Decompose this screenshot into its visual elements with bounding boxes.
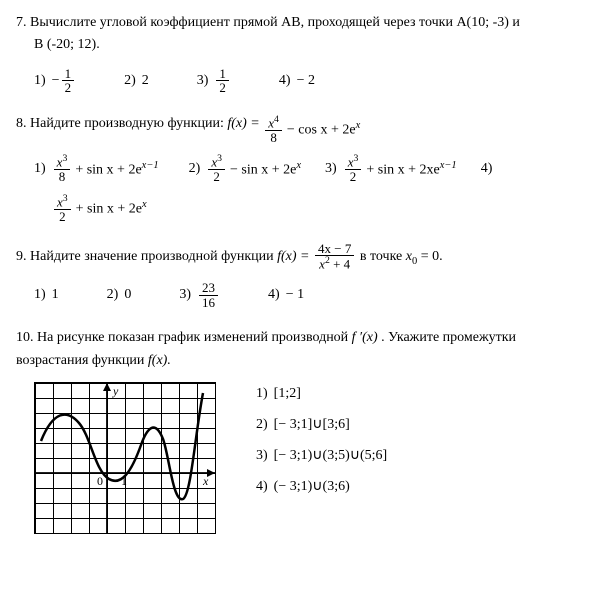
fraction: x3 2 — [345, 154, 362, 184]
q9-ans1: 1) 1 — [34, 287, 59, 303]
q8-stem: 8. Найдите производную функции: f(x) = x… — [16, 113, 575, 144]
fraction: 4x − 7 x2 + 4 — [315, 242, 354, 272]
q10-ans4: 4) (− 3;1)∪(3;6) — [256, 478, 387, 495]
q9-number: 9. — [16, 249, 27, 264]
fraction: x3 8 — [54, 154, 71, 184]
q10-ans1: 1) [1;2] — [256, 386, 387, 402]
q7-ans1: 1) − 1 2 — [34, 67, 76, 95]
problem-7: 7. Вычислите угловой коэффициент прямой … — [16, 12, 575, 95]
q7-text-b: В (-20; 12). — [34, 37, 100, 52]
q8-ans4-label: 4) — [481, 161, 499, 177]
q9-answers: 1) 1 2) 0 3) 23 16 4) − 1 — [34, 281, 575, 309]
q10-fx: f(x). — [148, 353, 171, 368]
q10-text-b: . Укажите промежутки — [381, 330, 516, 345]
q8-ans1: 1) x3 8 + sin x + 2ex−1 — [34, 154, 159, 184]
x-label: x — [202, 474, 209, 488]
fraction: x3 2 — [208, 154, 225, 184]
fraction: x3 2 — [54, 194, 71, 224]
q8-ans4-body: x3 2 + sin x + 2ex — [52, 194, 575, 224]
q9-fx: f(x) = — [277, 249, 309, 264]
q8-text: Найдите производную функции: — [30, 116, 227, 131]
q8-fx: f(x) = — [227, 116, 259, 131]
q10-text-a: На рисунке показан график изменений прои… — [37, 330, 352, 345]
q10-number: 10. — [16, 330, 34, 345]
y-arrow-icon — [103, 383, 111, 391]
q9-ans3: 3) 23 16 — [179, 281, 220, 309]
problem-10: 10. На рисунке показан график изменений … — [16, 327, 575, 534]
q10-answers: 1) [1;2] 2) [− 3;1]∪[3;6] 3) [− 3;1)∪(3;… — [256, 386, 387, 495]
q8-ans2: 2) x3 2 − sin x + 2ex — [189, 154, 301, 184]
q7-stem: 7. Вычислите угловой коэффициент прямой … — [16, 12, 575, 57]
fraction: 23 16 — [199, 281, 218, 309]
origin-label: 0 — [97, 474, 103, 488]
q10-row: y x 0 1 1) [1;2] 2) [− 3;1]∪[3;6] 3) [− … — [16, 382, 575, 534]
q7-text-a: Вычислите угловой коэффициент прямой АВ,… — [30, 15, 520, 30]
problem-9: 9. Найдите значение производной функции … — [16, 242, 575, 310]
fraction: 1 2 — [216, 67, 229, 95]
q10-graph: y x 0 1 — [34, 382, 216, 534]
q9-ans2: 2) 0 — [107, 287, 132, 303]
q7-ans4: 4) − 2 — [279, 73, 315, 89]
q10-fprime: f ′(x) — [352, 330, 378, 345]
one-label: 1 — [121, 474, 127, 488]
q7-answers: 1) − 1 2 2) 2 3) 1 2 4) − 2 — [34, 67, 575, 95]
y-label: y — [112, 384, 119, 398]
graph-svg: y x 0 1 — [35, 383, 215, 533]
fraction: 1 2 — [62, 67, 75, 95]
q10-ans2: 2) [− 3;1]∪[3;6] — [256, 416, 387, 433]
q8-number: 8. — [16, 116, 27, 131]
fraction: x4 8 — [265, 115, 282, 145]
q10-stem: 10. На рисунке показан график изменений … — [16, 327, 575, 372]
q8-answers: 1) x3 8 + sin x + 2ex−1 2) x3 2 − sin x … — [34, 154, 575, 184]
q10-ans3: 3) [− 3;1)∪(3;5)∪(5;6] — [256, 447, 387, 464]
q9-ans4: 4) − 1 — [268, 287, 304, 303]
problem-8: 8. Найдите производную функции: f(x) = x… — [16, 113, 575, 224]
q8-ans3: 3) x3 2 + sin x + 2xex−1 — [325, 154, 457, 184]
q7-number: 7. — [16, 15, 27, 30]
q9-text-a: Найдите значение производной функции — [30, 249, 277, 264]
q9-text-b: в точке — [360, 249, 406, 264]
q10-text-c: возрастания функции — [16, 353, 148, 368]
q9-stem: 9. Найдите значение производной функции … — [16, 242, 575, 272]
q7-ans3: 3) 1 2 — [197, 67, 231, 95]
q7-ans2: 2) 2 — [124, 73, 149, 89]
q8-expr: x4 8 − cos x + 2ex — [263, 115, 360, 145]
